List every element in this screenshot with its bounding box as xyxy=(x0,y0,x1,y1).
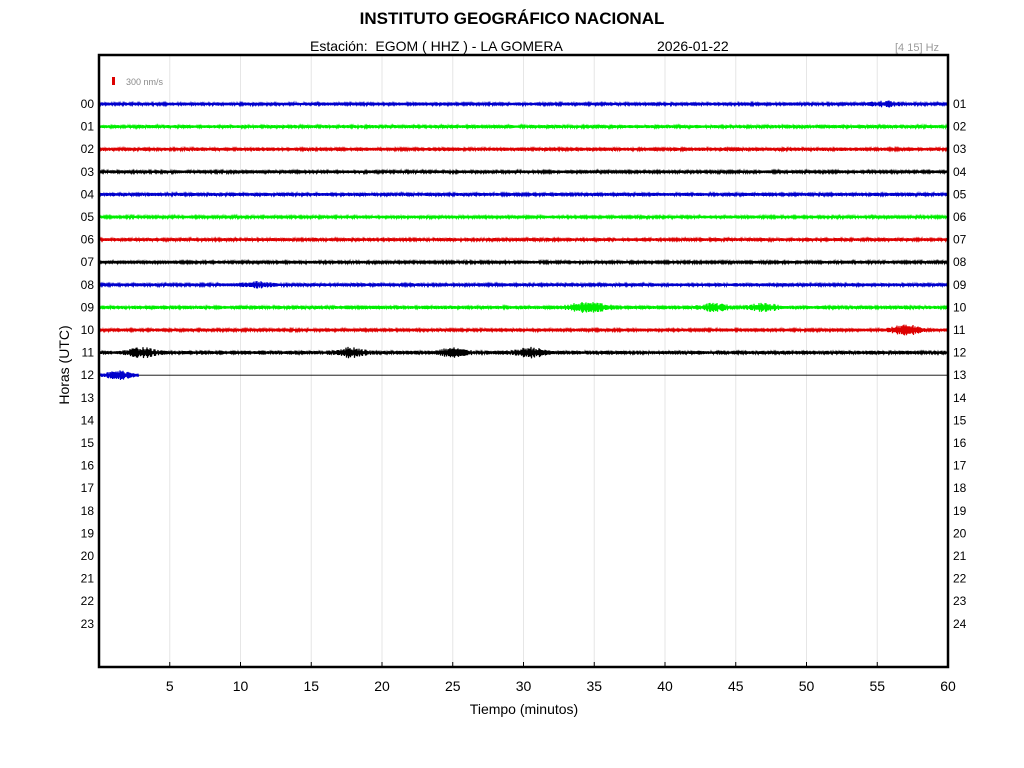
left-hour-label: 17 xyxy=(81,481,95,495)
right-hour-label: 16 xyxy=(953,436,967,450)
left-hour-label: 07 xyxy=(81,255,95,269)
left-hour-label: 06 xyxy=(81,233,95,247)
right-hour-label: 10 xyxy=(953,300,967,314)
right-hour-label: 11 xyxy=(953,323,966,337)
x-axis-title: Tiempo (minutos) xyxy=(470,701,578,717)
right-hour-label: 21 xyxy=(953,549,967,563)
station-label: Estación: xyxy=(310,38,368,54)
left-hour-label: 13 xyxy=(81,391,95,405)
left-hour-label: 22 xyxy=(81,594,95,608)
right-hour-label: 14 xyxy=(953,391,967,405)
right-hour-label: 18 xyxy=(953,481,967,495)
right-hour-label: 05 xyxy=(953,187,967,201)
x-axis: 5 10 15 20 25 30 35 40 45 50 55 60 xyxy=(166,662,956,694)
grid-lines xyxy=(169,55,878,667)
traces xyxy=(98,100,950,380)
station-name: EGOM ( HHZ ) - LA GOMERA xyxy=(375,38,563,54)
left-hour-label: 11 xyxy=(82,346,95,360)
right-hour-label: 15 xyxy=(953,413,967,427)
right-hour-label: 03 xyxy=(953,142,967,156)
x-tick-label: 50 xyxy=(799,678,815,694)
left-hour-label: 09 xyxy=(81,300,95,314)
right-hour-label: 08 xyxy=(953,255,967,269)
left-hour-label: 05 xyxy=(81,210,95,224)
left-hour-label: 21 xyxy=(81,572,95,586)
x-tick-label: 20 xyxy=(374,678,390,694)
left-hour-label: 16 xyxy=(81,459,95,473)
x-tick-label: 45 xyxy=(728,678,744,694)
filter-band: [4 15] Hz xyxy=(895,42,940,54)
right-hour-label: 02 xyxy=(953,120,967,134)
station-info: Estación: EGOM ( HHZ ) - LA GOMERA xyxy=(310,38,563,54)
date-label: 2026-01-22 xyxy=(657,38,729,54)
right-hour-label: 23 xyxy=(953,594,967,608)
page-title: INSTITUTO GEOGRÁFICO NACIONAL xyxy=(359,9,665,28)
x-tick-label: 35 xyxy=(586,678,602,694)
right-hour-label: 22 xyxy=(953,572,967,586)
x-tick-label: 10 xyxy=(233,678,249,694)
scale-label: 300 nm/s xyxy=(126,77,164,87)
left-hour-label: 08 xyxy=(81,278,95,292)
left-hour-label: 19 xyxy=(81,526,95,540)
amplitude-scale: 300 nm/s xyxy=(112,77,164,87)
right-hour-label: 24 xyxy=(953,617,967,631)
left-hour-label: 04 xyxy=(81,187,95,201)
left-hour-labels: 00 01 02 03 04 05 06 07 08 09 10 11 12 13 14 15 16 17 18 19… xyxy=(81,97,95,631)
left-hour-label: 14 xyxy=(81,413,95,427)
left-hour-label: 01 xyxy=(81,120,95,134)
right-hour-label: 20 xyxy=(953,526,967,540)
left-hour-label: 03 xyxy=(81,165,95,179)
right-hour-label: 19 xyxy=(953,504,967,518)
right-hour-label: 17 xyxy=(953,459,967,473)
right-hour-label: 13 xyxy=(953,368,967,382)
right-hour-label: 01 xyxy=(953,97,967,111)
x-tick-label: 40 xyxy=(657,678,673,694)
right-hour-label: 07 xyxy=(953,233,967,247)
left-hour-label: 02 xyxy=(81,142,95,156)
x-tick-label: 5 xyxy=(166,678,174,694)
left-hour-label: 10 xyxy=(81,323,95,337)
left-hour-label: 00 xyxy=(81,97,95,111)
right-hour-label: 04 xyxy=(953,165,967,179)
left-hour-label: 18 xyxy=(81,504,95,518)
x-tick-label: 30 xyxy=(516,678,532,694)
left-hour-label: 12 xyxy=(81,368,95,382)
left-hour-label: 15 xyxy=(81,436,95,450)
right-hour-label: 12 xyxy=(953,346,967,360)
x-tick-label: 25 xyxy=(445,678,461,694)
x-tick-label: 60 xyxy=(940,678,956,694)
scale-bar xyxy=(112,77,115,85)
right-hour-label: 06 xyxy=(953,210,967,224)
right-hour-labels: 01 02 03 04 05 06 07 08 09 10 11 12 13 14 15 16 17 18 19 20… xyxy=(953,97,967,631)
right-hour-label: 09 xyxy=(953,278,967,292)
y-axis-title: Horas (UTC) xyxy=(56,325,72,404)
x-tick-label: 55 xyxy=(869,678,885,694)
left-hour-label: 20 xyxy=(81,549,95,563)
x-tick-label: 15 xyxy=(303,678,319,694)
left-hour-label: 23 xyxy=(81,617,95,631)
